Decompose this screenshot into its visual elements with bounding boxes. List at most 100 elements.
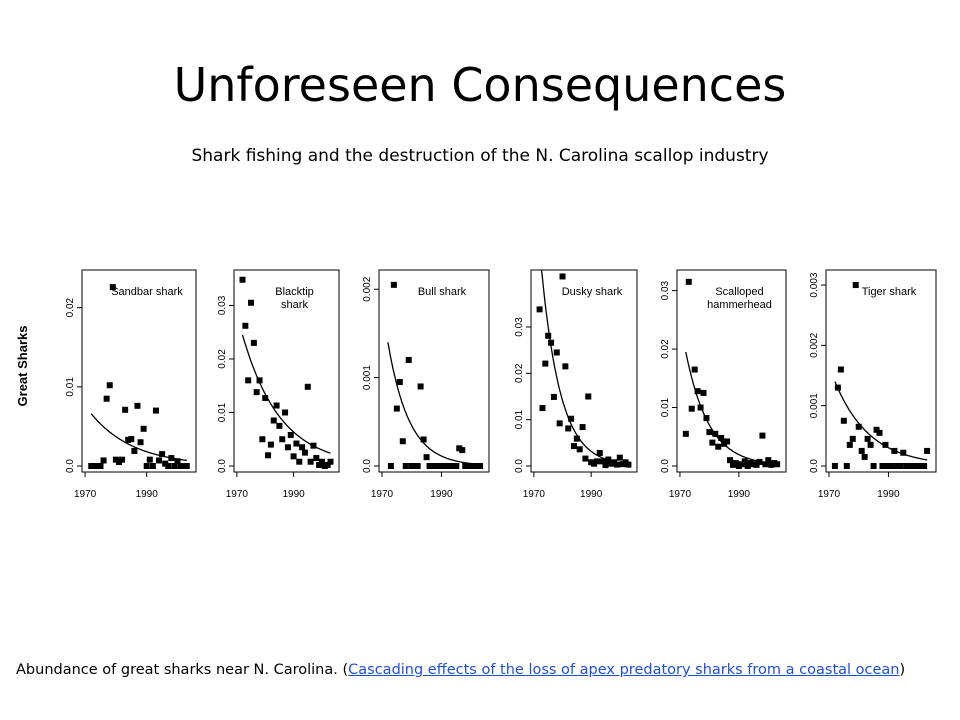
data-point <box>867 441 874 448</box>
y-tick-label: 0.01 <box>217 402 228 422</box>
data-point <box>168 455 175 462</box>
shark-abundance-figure: Great Sharks 0.0 0.01 0.02 1970 1990 Sandbar … <box>15 269 937 500</box>
data-point <box>682 430 689 437</box>
data-point <box>602 462 609 469</box>
data-point <box>556 420 563 427</box>
panel-title: Sandbar shark <box>111 286 183 298</box>
y-tick-label: 0.03 <box>660 280 671 300</box>
data-point <box>97 463 104 469</box>
data-point <box>88 463 95 469</box>
data-point <box>900 449 907 456</box>
data-point <box>131 447 138 454</box>
data-point <box>879 463 886 469</box>
data-point <box>396 379 403 386</box>
data-point <box>183 463 190 469</box>
data-point <box>245 377 252 384</box>
x-tick-label: 1990 <box>282 489 305 500</box>
data-point <box>100 457 107 464</box>
panel-title: hammerhead <box>707 299 772 311</box>
data-point <box>253 389 260 396</box>
data-point <box>143 463 150 469</box>
data-point <box>267 441 274 448</box>
data-point <box>840 417 847 424</box>
data-point <box>855 423 862 430</box>
y-axis-label: Great Sharks <box>15 326 30 407</box>
data-point <box>313 454 320 461</box>
data-point <box>688 405 695 412</box>
data-point <box>703 415 710 422</box>
source-link[interactable]: Cascading effects of the loss of apex pr… <box>348 662 900 678</box>
data-point <box>765 457 772 464</box>
data-point <box>259 436 266 443</box>
x-tick-label: 1970 <box>371 489 394 500</box>
panel-title: Tiger shark <box>862 286 917 298</box>
data-point <box>837 366 844 373</box>
data-point <box>109 284 116 291</box>
panel-frame <box>378 269 490 473</box>
slide-title: Unforeseen Consequences <box>173 58 787 112</box>
data-point <box>897 463 904 469</box>
data-point <box>613 461 620 468</box>
data-point <box>715 443 722 450</box>
data-point <box>270 417 277 424</box>
x-tick-label: 1970 <box>818 489 841 500</box>
data-point <box>712 430 719 437</box>
data-point <box>741 458 748 465</box>
panel-bull-shark: 0.0 0.001 0.002 1970 1990 Bull shark <box>362 269 490 500</box>
data-point <box>843 463 850 469</box>
data-point <box>125 436 132 443</box>
data-point <box>177 463 184 469</box>
data-point <box>697 404 704 411</box>
data-point <box>301 449 308 456</box>
panel-scalloped-hammerhead: 0.0 0.01 0.02 0.03 1970 1990 Scallopedhammerhe… <box>660 269 787 500</box>
fit-curve <box>387 342 481 466</box>
x-tick-label: 1970 <box>669 489 692 500</box>
y-tick-label: 0.02 <box>217 349 228 369</box>
data-point <box>625 461 632 468</box>
data-point <box>122 406 129 413</box>
y-tick-label: 0.0 <box>217 459 228 473</box>
data-point <box>273 402 280 409</box>
data-point <box>171 463 178 469</box>
data-point <box>279 436 286 443</box>
panel-frame <box>81 269 197 473</box>
data-point <box>888 463 895 469</box>
panel-title: shark <box>281 299 308 311</box>
data-point <box>324 461 331 468</box>
data-point <box>239 276 246 283</box>
panel-frame <box>676 269 787 473</box>
data-point <box>756 458 763 465</box>
y-tick-label: 0.02 <box>65 297 76 317</box>
data-point <box>694 388 701 395</box>
data-point <box>159 451 166 458</box>
data-point <box>774 461 781 468</box>
y-tick-label: 0.0 <box>362 459 373 473</box>
x-tick-label: 1990 <box>430 489 453 500</box>
data-point <box>318 458 325 465</box>
data-point <box>858 447 865 454</box>
data-point <box>596 450 603 457</box>
data-point <box>293 440 300 447</box>
y-tick-label: 0.02 <box>514 363 525 383</box>
data-point <box>115 459 122 466</box>
data-point <box>296 458 303 465</box>
panel-frame <box>530 269 638 473</box>
x-tick-label: 1970 <box>74 489 97 500</box>
data-point <box>459 447 466 454</box>
data-point <box>831 463 838 469</box>
data-point <box>420 436 427 443</box>
data-point <box>685 278 692 285</box>
panel-title: Dusky shark <box>562 286 623 298</box>
data-point <box>94 463 101 469</box>
data-point <box>605 456 612 463</box>
panel-title: Blacktip <box>275 286 314 298</box>
x-tick-label: 1990 <box>580 489 603 500</box>
data-point <box>861 453 868 460</box>
data-point <box>103 395 110 402</box>
data-point <box>849 435 856 442</box>
caption: Abundance of great sharks near N. Caroli… <box>16 662 956 678</box>
data-point <box>727 457 734 464</box>
data-point <box>599 458 606 465</box>
y-tick-label: 0.001 <box>809 393 820 418</box>
data-point <box>137 439 144 446</box>
